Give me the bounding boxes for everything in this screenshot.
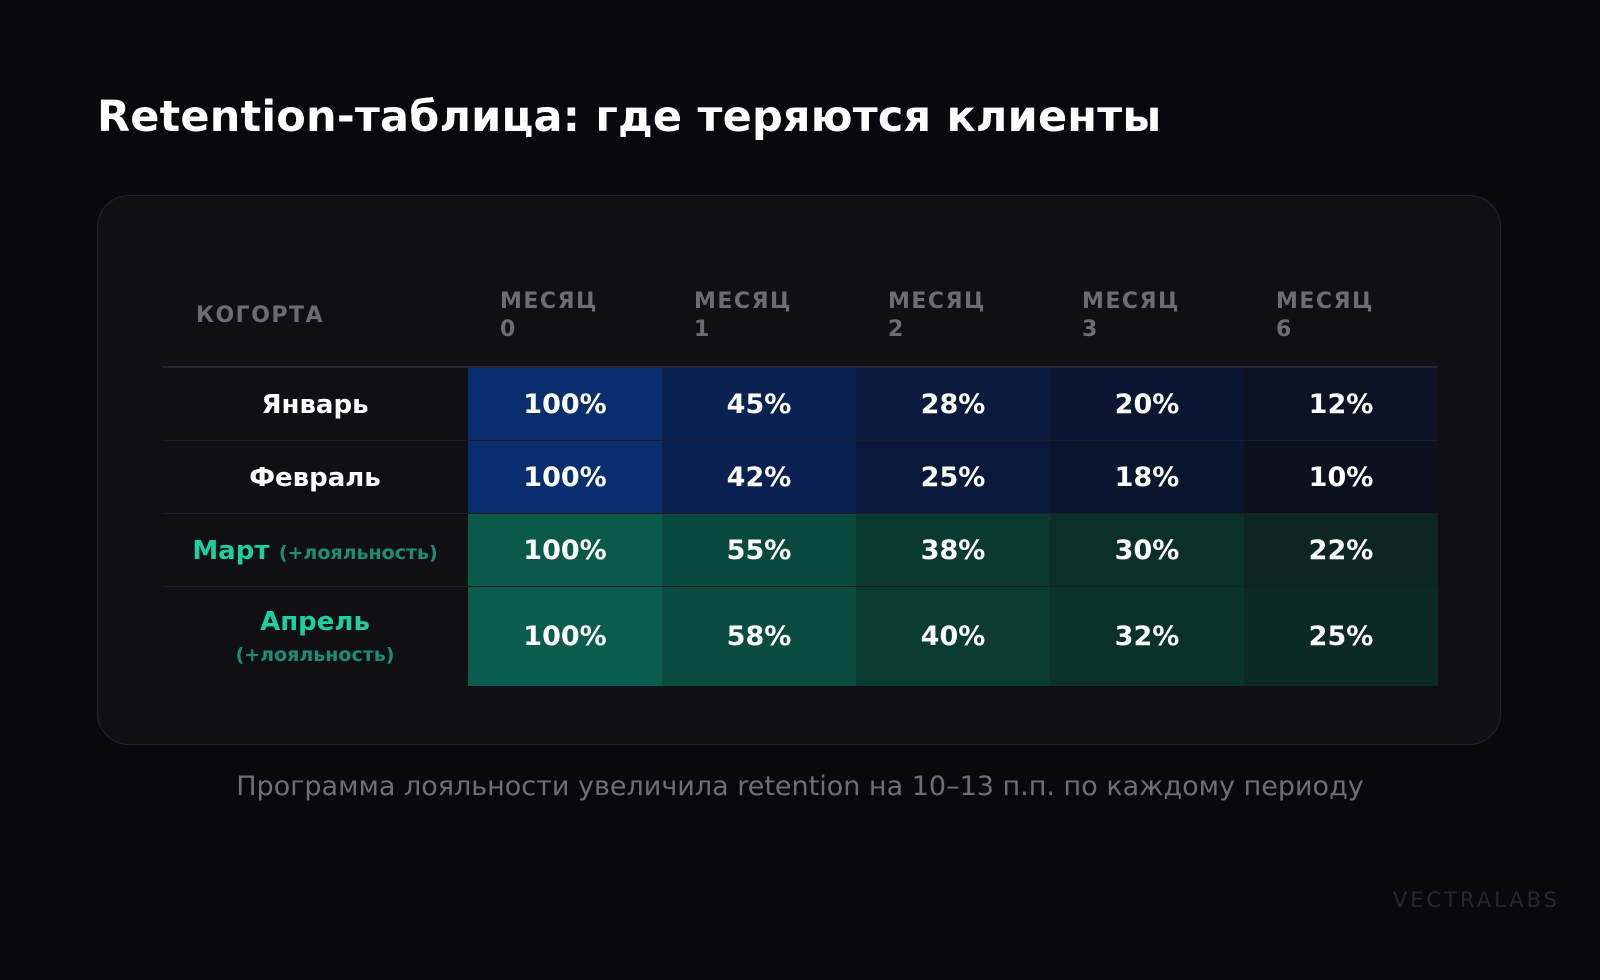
page-title: Retention-таблица: где теряются клиенты <box>97 92 1162 142</box>
header-row: КОГОРТА МЕСЯЦ 0 МЕСЯЦ 1 МЕСЯЦ 2 МЕСЯЦ 3 МЕСЯ… <box>162 266 1438 368</box>
column-header-month-2: МЕСЯЦ 2 <box>856 266 1050 368</box>
cohort-label: Январь <box>162 367 468 441</box>
retention-table: КОГОРТА МЕСЯЦ 0 МЕСЯЦ 1 МЕСЯЦ 2 МЕСЯЦ 3 МЕСЯ… <box>162 266 1438 686</box>
retention-cell: 25% <box>1244 586 1438 686</box>
table-row-february: Февраль 100% 42% 25% 18% 10% <box>162 440 1438 514</box>
retention-cell: 40% <box>856 586 1050 686</box>
column-header-month-0: МЕСЯЦ 0 <box>468 266 662 368</box>
retention-cell: 22% <box>1244 513 1438 587</box>
cohort-label: Апрель (+лояльность) <box>162 586 468 686</box>
brand-logo: VECTRALABS <box>1392 888 1560 912</box>
column-header-month-6: МЕСЯЦ 6 <box>1244 266 1438 368</box>
retention-card: КОГОРТА МЕСЯЦ 0 МЕСЯЦ 1 МЕСЯЦ 2 МЕСЯЦ 3 МЕСЯ… <box>97 195 1501 745</box>
retention-cell: 38% <box>856 513 1050 587</box>
retention-cell: 100% <box>468 440 662 514</box>
cohort-label: Февраль <box>162 440 468 514</box>
retention-cell: 30% <box>1050 513 1244 587</box>
cohort-label: Март (+лояльность) <box>162 513 468 587</box>
retention-cell: 45% <box>662 367 856 441</box>
retention-cell: 28% <box>856 367 1050 441</box>
loyalty-note: (+лояльность) <box>278 541 438 564</box>
retention-cell: 18% <box>1050 440 1244 514</box>
loyalty-note: (+лояльность) <box>235 643 395 666</box>
retention-cell: 10% <box>1244 440 1438 514</box>
retention-cell: 25% <box>856 440 1050 514</box>
caption: Программа лояльности увеличила retention… <box>236 771 1364 802</box>
retention-cell: 100% <box>468 513 662 587</box>
retention-cell: 20% <box>1050 367 1244 441</box>
retention-cell: 55% <box>662 513 856 587</box>
retention-cell: 42% <box>662 440 856 514</box>
column-header-month-1: МЕСЯЦ 1 <box>662 266 856 368</box>
column-header-month-3: МЕСЯЦ 3 <box>1050 266 1244 368</box>
retention-cell: 58% <box>662 586 856 686</box>
retention-cell: 32% <box>1050 586 1244 686</box>
table-row-march: Март (+лояльность) 100% 55% 38% 30% 22% <box>162 513 1438 587</box>
retention-cell: 12% <box>1244 367 1438 441</box>
cohort-column-header: КОГОРТА <box>162 266 468 368</box>
table-row-april: Апрель (+лояльность) 100% 58% 40% 32% 25% <box>162 586 1438 686</box>
retention-cell: 100% <box>468 367 662 441</box>
table-row-january: Январь 100% 45% 28% 20% 12% <box>162 367 1438 441</box>
retention-cell: 100% <box>468 586 662 686</box>
